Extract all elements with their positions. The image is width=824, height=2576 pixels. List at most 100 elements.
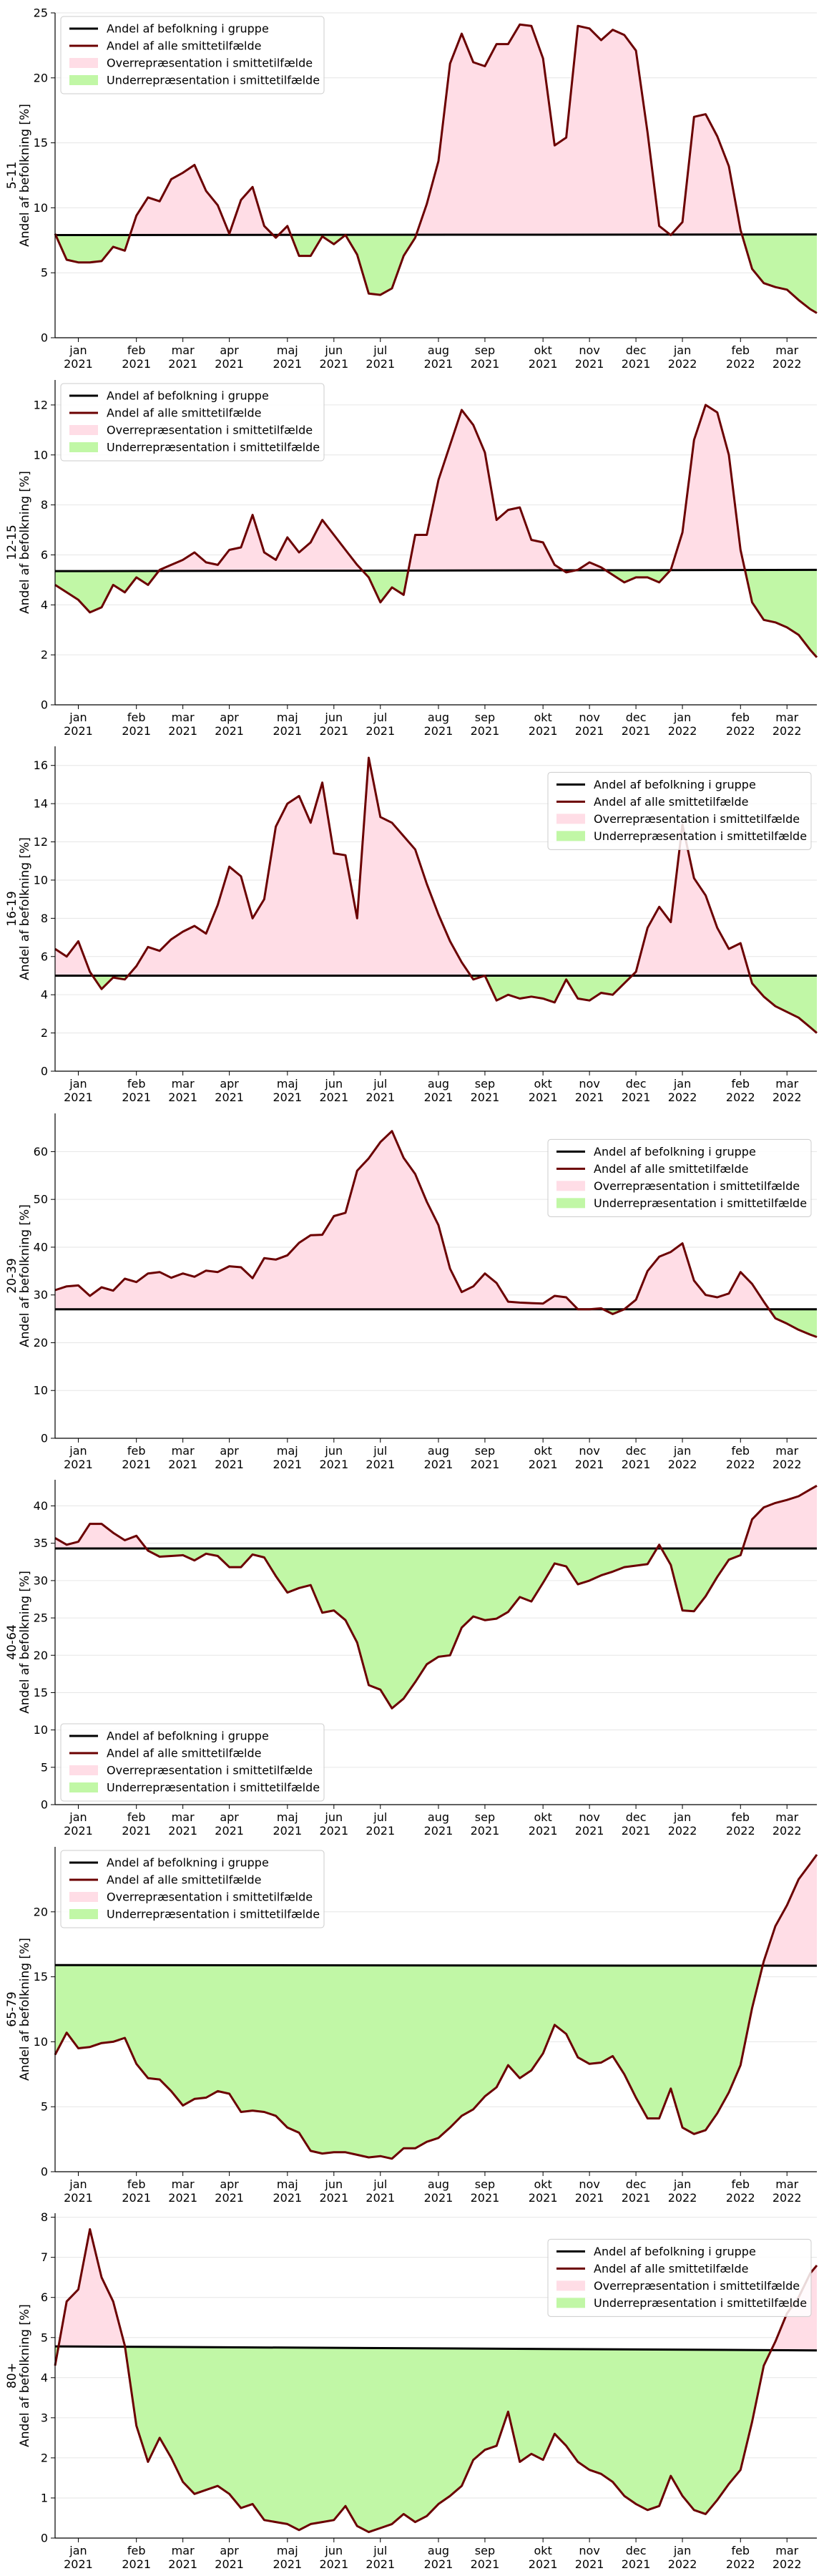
x-tick-year: 2021 <box>471 2191 500 2205</box>
x-tick-month: jan <box>69 343 87 357</box>
y-tick-label: 40 <box>34 1499 48 1513</box>
x-tick-year: 2021 <box>64 357 93 371</box>
x-tick-year: 2021 <box>622 724 651 738</box>
x-tick-year: 2021 <box>471 2557 500 2571</box>
group-label: 65-79 <box>5 1991 19 2026</box>
legend-label: Underrepræsentation i smittetilfælde <box>107 441 320 454</box>
legend: Andel af befolkning i gruppe Andel af all… <box>60 1850 325 1928</box>
y-tick-label: 1 <box>41 2491 48 2504</box>
x-tick-month: maj <box>277 711 298 724</box>
overrepresentation-area <box>129 165 273 235</box>
y-tick-label: 7 <box>41 2250 48 2264</box>
x-tick-year: 2021 <box>64 1824 93 1838</box>
underrepresentation-area <box>769 1309 817 1337</box>
y-axis-label: Andel af befolkning [%] <box>18 104 32 247</box>
x-tick-month: jun <box>324 1444 343 1458</box>
x-tick-year: 2021 <box>122 2557 151 2571</box>
x-tick-year: 2021 <box>366 2557 395 2571</box>
underrepresentation-area <box>290 235 416 296</box>
y-tick-label: 6 <box>41 2290 48 2304</box>
y-tick-label: 10 <box>34 873 48 887</box>
x-tick-month: jan <box>673 343 691 357</box>
legend-label: Andel af alle smittetilfælde <box>594 2262 748 2275</box>
x-tick-year: 2021 <box>168 1824 197 1838</box>
y-tick-label: 50 <box>34 1193 48 1206</box>
legend-label: Andel af befolkning i gruppe <box>107 1856 269 1870</box>
x-tick-month: maj <box>277 2544 298 2557</box>
x-tick-month: jun <box>324 1077 343 1091</box>
legend-swatch-under <box>556 2298 585 2308</box>
x-tick-month: mar <box>172 2544 195 2557</box>
x-tick-month: apr <box>220 343 239 357</box>
legend-label: Underrepræsentation i smittetilfælde <box>107 1908 320 1921</box>
x-tick-year: 2021 <box>575 1824 604 1838</box>
x-tick-year: 2022 <box>772 1458 802 1471</box>
x-tick-year: 2022 <box>668 724 697 738</box>
y-tick-label: 8 <box>41 912 48 925</box>
x-tick-year: 2021 <box>168 2191 197 2205</box>
x-tick-year: 2021 <box>273 1091 302 1104</box>
y-tick-label: 3 <box>41 2411 48 2424</box>
y-tick-label: 40 <box>34 1240 48 1254</box>
x-tick-month: okt <box>534 343 551 357</box>
y-tick-label: 10 <box>34 2035 48 2049</box>
x-tick-year: 2021 <box>622 1824 651 1838</box>
x-tick-year: 2021 <box>366 724 395 738</box>
legend-label: Andel af alle smittetilfælde <box>594 795 748 809</box>
y-tick-label: 25 <box>34 6 48 20</box>
group-label: 40-64 <box>5 1624 19 1659</box>
y-tick-label: 15 <box>34 1686 48 1699</box>
x-tick-year: 2021 <box>622 357 651 371</box>
x-tick-year: 2021 <box>122 724 151 738</box>
group-label: 5-11 <box>5 162 19 190</box>
x-tick-month: aug <box>428 711 449 724</box>
x-tick-month: mar <box>775 343 798 357</box>
legend-swatch-over <box>556 814 585 824</box>
x-tick-month: mar <box>775 2544 798 2557</box>
x-tick-year: 2021 <box>122 1091 151 1104</box>
x-tick-month: jun <box>324 711 343 724</box>
x-tick-year: 2021 <box>64 2191 93 2205</box>
x-tick-year: 2021 <box>424 724 453 738</box>
x-tick-month: aug <box>428 1077 449 1091</box>
legend-swatch-under <box>69 75 98 85</box>
x-tick-month: mar <box>775 1444 798 1458</box>
case-share-line <box>54 404 818 658</box>
x-tick-month: mar <box>775 1077 798 1091</box>
legend-label: Overrepræsentation i smittetilfælde <box>107 57 313 70</box>
y-axis-label: Andel af befolkning [%] <box>18 1571 32 1714</box>
group-label: 80+ <box>5 2363 19 2389</box>
x-tick-month: dec <box>626 2177 647 2191</box>
x-tick-month: dec <box>626 1810 647 1824</box>
x-tick-month: aug <box>428 2177 449 2191</box>
y-tick-label: 60 <box>34 1145 48 1158</box>
x-tick-month: apr <box>220 1810 239 1824</box>
x-tick-year: 2021 <box>215 724 244 738</box>
y-tick-label: 0 <box>41 331 48 345</box>
x-tick-year: 2021 <box>273 1824 302 1838</box>
x-tick-year: 2021 <box>122 1824 151 1838</box>
x-tick-month: aug <box>428 343 449 357</box>
x-tick-year: 2021 <box>529 357 558 371</box>
x-tick-month: nov <box>579 2544 599 2557</box>
x-tick-year: 2021 <box>273 1458 302 1471</box>
x-tick-month: nov <box>579 1444 599 1458</box>
x-tick-month: okt <box>534 2177 551 2191</box>
x-tick-month: feb <box>731 343 750 357</box>
y-tick-label: 0 <box>41 1798 48 1812</box>
population-share-line <box>54 568 818 572</box>
legend-swatch-under <box>69 1909 98 1919</box>
x-tick-year: 2021 <box>424 1458 453 1471</box>
legend-label: Underrepræsentation i smittetilfælde <box>594 829 807 843</box>
x-tick-month: dec <box>626 711 647 724</box>
panel-65-79: 05101520jan2021feb2021mar2021apr2021maj2… <box>5 1847 818 2205</box>
legend: Andel af befolkning i gruppe Andel af all… <box>60 383 325 462</box>
legend: Andel af befolkning i gruppe Andel af all… <box>60 16 325 94</box>
x-tick-year: 2022 <box>668 1458 697 1471</box>
case-share-line <box>54 2228 818 2534</box>
x-tick-year: 2022 <box>668 357 697 371</box>
x-tick-year: 2021 <box>319 2191 348 2205</box>
underrepresentation-area <box>124 2346 772 2532</box>
population-share-line <box>54 2345 818 2352</box>
panel-12-15: 024681012jan2021feb2021mar2021apr2021maj… <box>5 380 818 738</box>
